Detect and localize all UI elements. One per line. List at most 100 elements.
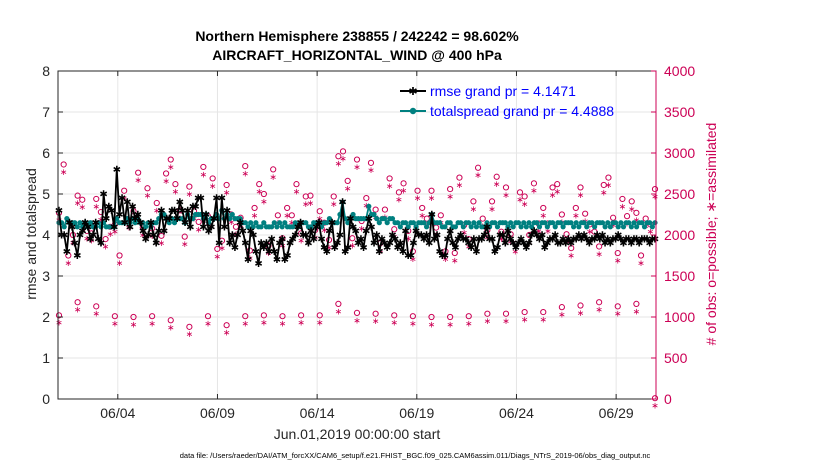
rmse-point: ✱ (86, 235, 94, 246)
obs-assimilated-point: ∗ (535, 226, 543, 236)
totalspread-point (602, 224, 608, 230)
obs-assimilated-point: ∗ (567, 251, 575, 261)
obs-possible-point (121, 187, 128, 194)
totalspread-point (634, 224, 640, 230)
obs-assimilated-point: ∗ (218, 243, 226, 253)
totalspread-point (253, 220, 259, 226)
totalspread-point (613, 220, 619, 226)
totalspread-point (518, 224, 524, 230)
obs-possible-point (60, 161, 67, 168)
obs-possible-point (400, 180, 407, 187)
y-tick-label: 5 (42, 186, 50, 202)
rmse-point: ✱ (257, 239, 265, 250)
obs-possible-point (414, 187, 421, 194)
obs-possible-point (521, 308, 528, 316)
rmse-point: ✱ (648, 235, 656, 246)
obs-assimilated-point: ∗ (474, 170, 482, 180)
rmse-point: ✱ (564, 235, 572, 246)
rmse-point: ✱ (105, 202, 113, 213)
y-right-tick-label: 500 (664, 350, 688, 366)
rmse-point: ✱ (651, 235, 659, 246)
obs-assimilated-point: ∗ (195, 224, 203, 234)
obs-assimilated-point: ∗ (158, 238, 166, 248)
totalspread-point (279, 224, 285, 230)
totalspread-point (628, 224, 634, 230)
rmse-point: ✱ (215, 239, 223, 250)
rmse-point: ✱ (162, 214, 170, 225)
obs-possible-point (558, 304, 565, 311)
rmse-point: ✱ (496, 231, 504, 242)
totalspread-point (526, 220, 532, 226)
obs-possible-point (102, 236, 109, 243)
obs-assimilated-point: ∗ (633, 306, 641, 316)
rmse-point: ✱ (596, 235, 604, 246)
obs-assimilated-point: ∗ (260, 318, 268, 328)
rmse-point: ✱ (178, 206, 186, 217)
obs-possible-point (195, 218, 202, 225)
rmse-point: ✱ (449, 239, 457, 250)
y-right-tick-label: 3500 (664, 104, 695, 120)
obs-possible-point (628, 198, 635, 205)
obs-possible-point (55, 312, 63, 319)
obs-possible-point (614, 303, 621, 310)
obs-assimilated-point: ∗ (330, 199, 338, 209)
totalspread-point (502, 220, 508, 226)
x-tick-label: 06/29 (599, 405, 634, 421)
rmse-point: ✱ (399, 247, 407, 258)
totalspread-point (74, 224, 80, 230)
rmse-point: ✱ (236, 218, 244, 229)
rmse-point: ✱ (604, 235, 612, 246)
rmse-point: ✱ (170, 206, 178, 217)
totalspread-point (494, 224, 501, 230)
rmse-point: ✱ (514, 239, 522, 250)
rmse-point: ✱ (433, 231, 441, 242)
rmse-point: ✱ (630, 235, 638, 246)
obs-possible-point (456, 174, 463, 181)
rmse-point: ✱ (173, 214, 181, 225)
obs-possible-point (214, 245, 221, 253)
totalspread-point (521, 220, 527, 226)
rmse-point: ✱ (246, 226, 254, 237)
obs-assimilated-point: ∗ (228, 217, 236, 227)
obs-possible-point (256, 181, 263, 188)
obs-possible-point (270, 166, 277, 173)
obs-possible-point (93, 303, 100, 310)
obs-assimilated-point: ∗ (409, 254, 417, 264)
obs-possible-point (330, 193, 337, 200)
obs-assimilated-point: ∗ (74, 305, 82, 315)
totalspread-point (269, 224, 275, 230)
totalspread-point (573, 220, 579, 226)
rmse-point: ✱ (632, 235, 640, 246)
rmse-point: ✱ (472, 247, 480, 258)
totalspread-point (607, 224, 613, 230)
rmse-point: ✱ (546, 235, 554, 246)
obs-assimilated-point: ∗ (241, 169, 249, 179)
rmse-point: ✱ (144, 231, 152, 242)
obs-assimilated-point: ∗ (521, 199, 529, 209)
obs-assimilated-point: ∗ (97, 214, 105, 224)
obs-possible-point (549, 184, 556, 191)
totalspread-point (599, 220, 606, 226)
y-axis-label-left: rmse and totalspread (23, 168, 39, 300)
obs-assimilated-point: ∗ (209, 181, 217, 191)
obs-assimilated-point: ∗ (428, 193, 436, 203)
rmse-point: ✱ (480, 231, 488, 242)
obs-assimilated-point: ∗ (446, 191, 454, 201)
obs-assimilated-point: ∗ (349, 241, 357, 251)
obs-possible-point (223, 181, 230, 189)
y-tick-label: 4 (42, 227, 50, 243)
rmse-point: ✱ (499, 231, 507, 242)
rmse-point: ✱ (588, 235, 596, 246)
rmse-point: ✱ (446, 226, 454, 237)
obs-assimilated-point: ∗ (269, 172, 277, 182)
totalspread-point (77, 220, 83, 226)
obs-possible-point (223, 322, 230, 329)
obs-possible-point (316, 312, 323, 319)
totalspread-point (552, 224, 558, 230)
rmse-point: ✱ (281, 255, 289, 266)
obs-possible-point (316, 208, 323, 215)
rmse-point: ✱ (126, 222, 134, 233)
rmse-point: ✱ (260, 243, 268, 254)
obs-possible-point (274, 212, 281, 219)
obs-assimilated-point: ∗ (241, 319, 249, 329)
